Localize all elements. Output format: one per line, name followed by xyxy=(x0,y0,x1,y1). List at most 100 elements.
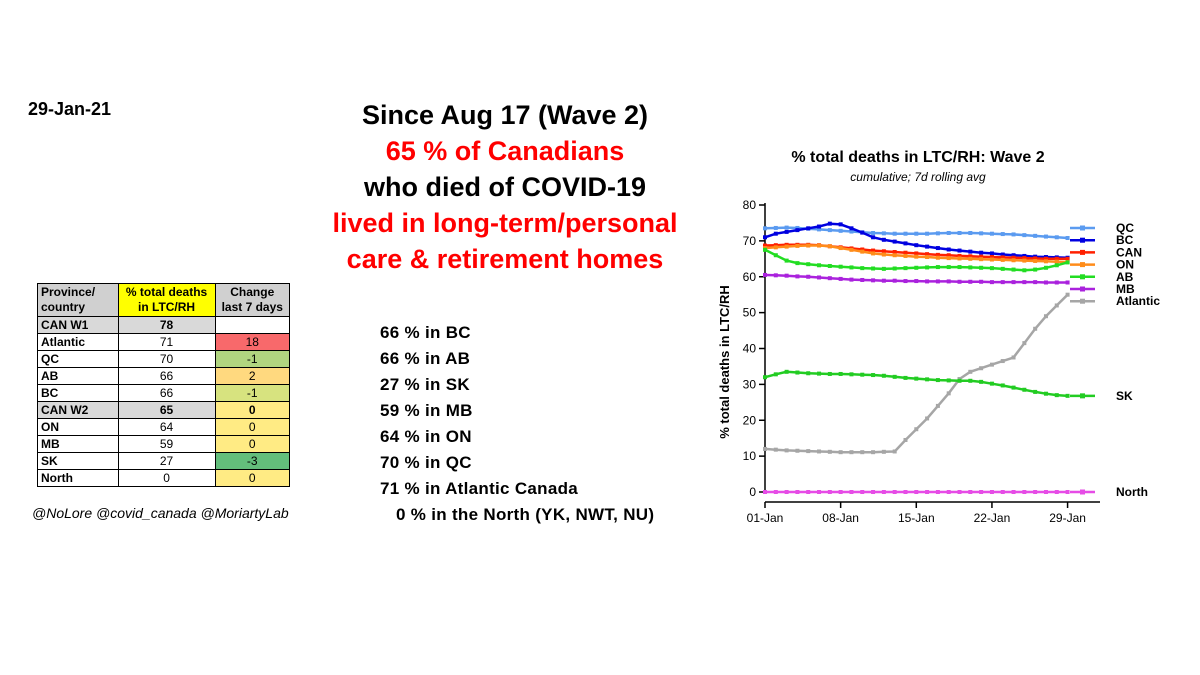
data-point-on xyxy=(925,255,930,260)
legend-label-atlantic: Atlantic xyxy=(1116,294,1160,308)
stats-list: 66 % in BC 66 % in AB 27 % in SK 59 % in… xyxy=(380,320,654,528)
y-tick-label: 60 xyxy=(743,270,757,284)
data-point-sk xyxy=(1065,393,1070,398)
data-point-ab xyxy=(817,263,822,268)
data-point-bc xyxy=(935,246,940,251)
data-point-bc xyxy=(763,235,767,240)
data-point-mb xyxy=(871,278,876,283)
data-point-ab xyxy=(1033,267,1038,272)
table-row: QC 70 -1 xyxy=(37,350,291,368)
data-point-can xyxy=(1022,256,1027,261)
data-point-sk xyxy=(881,373,886,378)
data-point-can xyxy=(1043,256,1048,261)
data-point-mb xyxy=(946,279,951,284)
data-point-north xyxy=(979,490,984,494)
data-point-bc xyxy=(817,224,822,229)
data-point-sk xyxy=(968,378,973,383)
data-point-ab xyxy=(1022,268,1027,273)
cell-change: 2 xyxy=(214,367,291,385)
data-point-can xyxy=(914,251,919,256)
data-point-qc xyxy=(1022,233,1027,238)
data-point-ab xyxy=(1000,266,1005,271)
data-point-atlantic xyxy=(1011,355,1016,360)
data-point-atlantic xyxy=(925,416,930,421)
cell-change: 0 xyxy=(214,469,291,487)
stat-line: 59 % in MB xyxy=(380,401,473,420)
data-point-qc xyxy=(903,231,908,236)
data-point-can xyxy=(1033,256,1038,261)
data-point-can xyxy=(763,243,767,248)
data-point-ab xyxy=(989,266,994,271)
data-point-qc xyxy=(925,231,930,236)
data-point-on xyxy=(989,257,994,262)
data-point-ab xyxy=(979,265,984,270)
data-point-sk xyxy=(827,371,832,376)
data-point-mb xyxy=(914,279,919,284)
data-point-atlantic xyxy=(1054,303,1059,308)
data-point-on xyxy=(871,251,876,256)
data-point-qc xyxy=(838,228,843,233)
data-point-atlantic xyxy=(881,449,886,454)
data-point-ab xyxy=(925,265,930,270)
cell-pct: 0 xyxy=(117,469,216,487)
data-point-qc xyxy=(827,228,832,233)
data-point-atlantic xyxy=(1043,314,1048,319)
line-chart: % total deaths in LTC/RH: Wave 2 cumulat… xyxy=(717,149,1160,525)
table-body: CAN W1 78 Atlantic 71 18 QC 70 -1 AB 66 2 BC 66 -1 CAN… xyxy=(37,316,291,487)
data-point-sk xyxy=(1022,387,1027,392)
data-point-mb xyxy=(989,280,994,285)
legend-label-north: North xyxy=(1116,485,1148,499)
data-point-sk xyxy=(1043,391,1048,396)
data-point-bc xyxy=(968,249,973,254)
data-point-ab xyxy=(849,265,854,270)
data-point-ab xyxy=(784,258,789,263)
data-point-bc xyxy=(903,241,908,246)
header-province: Province/ country xyxy=(37,283,119,317)
legend-label-qc: QC xyxy=(1116,221,1134,235)
y-tick-label: 70 xyxy=(743,234,757,248)
data-point-qc xyxy=(881,231,886,236)
data-point-qc xyxy=(1065,236,1070,241)
table-row: CAN W1 78 xyxy=(37,316,291,334)
legend-label-bc: BC xyxy=(1116,233,1134,247)
data-point-can xyxy=(1011,255,1016,260)
data-point-can xyxy=(1000,255,1005,260)
cell-change xyxy=(214,316,291,334)
data-point-bc xyxy=(957,248,962,253)
y-tick-label: 80 xyxy=(743,198,757,212)
data-point-on xyxy=(881,252,886,257)
data-point-ab xyxy=(935,265,940,270)
data-point-ab xyxy=(892,266,897,271)
data-point-sk xyxy=(925,377,930,382)
data-point-north xyxy=(892,490,897,494)
stat-line: 71 % in Atlantic Canada xyxy=(380,479,579,498)
data-point-north xyxy=(903,490,908,494)
cell-pct: 65 xyxy=(117,401,216,419)
data-point-sk xyxy=(763,375,767,380)
data-point-ab xyxy=(806,262,811,267)
legend-marker-atlantic xyxy=(1080,298,1085,304)
data-point-can xyxy=(979,254,984,259)
cell-pct: 78 xyxy=(117,316,216,334)
data-point-can xyxy=(935,252,940,257)
data-point-mb xyxy=(1000,280,1005,285)
data-point-can xyxy=(925,252,930,257)
data-point-mb xyxy=(1011,280,1016,285)
legend-marker-on xyxy=(1080,262,1085,268)
data-point-on xyxy=(795,243,800,248)
data-point-can xyxy=(957,253,962,258)
stat-line: 64 % in ON xyxy=(380,427,472,446)
data-point-on xyxy=(1000,257,1005,262)
data-point-atlantic xyxy=(871,450,876,455)
data-point-qc xyxy=(946,230,951,235)
data-point-can xyxy=(989,255,994,260)
data-point-north xyxy=(1043,490,1048,494)
table-row: MB 59 0 xyxy=(37,435,291,453)
data-point-atlantic xyxy=(860,450,865,455)
data-point-north xyxy=(1033,490,1038,494)
data-point-sk xyxy=(773,372,778,377)
data-point-north xyxy=(795,490,800,494)
data-point-on xyxy=(1011,258,1016,263)
data-point-ab xyxy=(968,265,973,270)
data-point-on xyxy=(827,244,832,249)
